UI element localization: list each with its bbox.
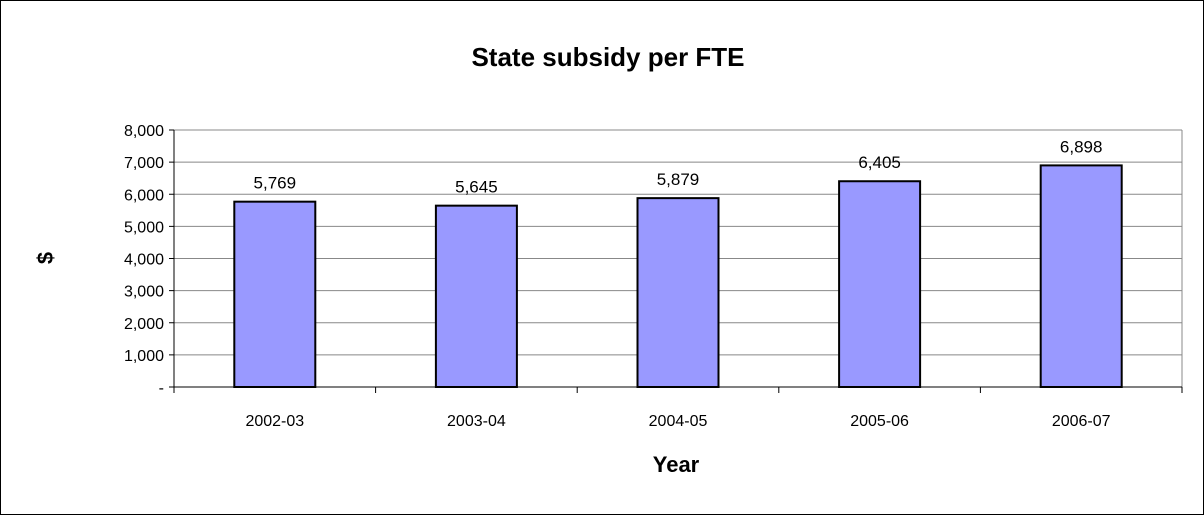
bar	[838, 180, 922, 388]
y-tick-label: 8,000	[124, 123, 164, 140]
chart-title: State subsidy per FTE	[471, 42, 744, 72]
bar	[233, 200, 317, 388]
x-tick-label: 2004-05	[649, 413, 708, 430]
bar	[434, 204, 518, 388]
bar-value-label: 5,645	[455, 178, 498, 197]
y-tick-label: -	[159, 380, 164, 397]
y-tick-label: 4,000	[124, 252, 164, 269]
y-axis-title: $	[33, 252, 58, 264]
y-tick-label: 7,000	[124, 155, 164, 172]
bar-value-label: 5,879	[657, 170, 700, 189]
x-axis-title: Year	[653, 452, 700, 477]
labels: - 1,000 2,000 3,000 4,000 5,000 6,000 7,000 8,00…	[124, 123, 1111, 430]
bar-value-label: 6,898	[1060, 137, 1103, 156]
x-tick-label: 2003-04	[447, 413, 506, 430]
bar	[636, 197, 720, 388]
axes	[169, 129, 1183, 393]
x-tick-label: 2006-07	[1052, 413, 1111, 430]
y-tick-label: 6,000	[124, 187, 164, 204]
bar-value-label: 5,769	[254, 174, 297, 193]
y-tick-label: 1,000	[124, 348, 164, 365]
bars	[233, 164, 1123, 388]
bar	[1039, 164, 1123, 388]
x-tick-label: 2002-03	[245, 413, 304, 430]
bar-value-label: 6,405	[858, 153, 901, 172]
y-tick-label: 5,000	[124, 219, 164, 236]
x-tick-label: 2005-06	[850, 413, 909, 430]
y-tick-label: 3,000	[124, 284, 164, 301]
y-tick-label: 2,000	[124, 316, 164, 333]
